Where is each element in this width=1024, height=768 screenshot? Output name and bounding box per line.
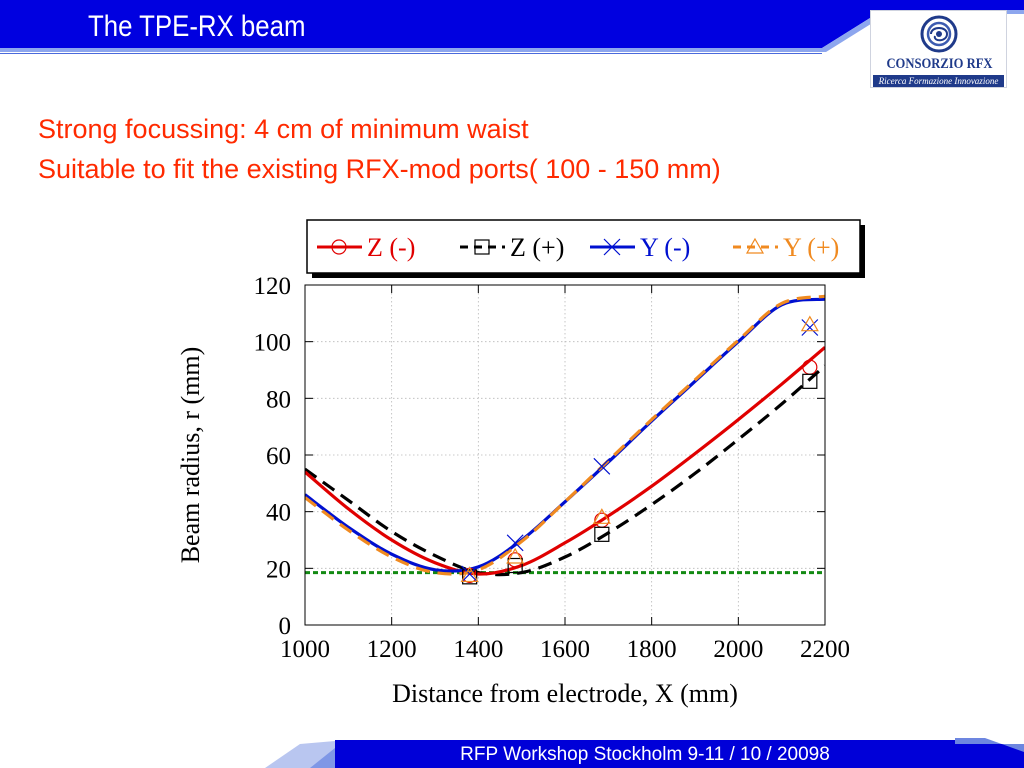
series-line-y-minus: [305, 297, 825, 573]
y-tick-label: 60: [266, 443, 291, 470]
data-point-y-plus: [506, 547, 525, 564]
x-tick-label: 1000: [280, 636, 330, 663]
subtitle-line-2: Suitable to fit the existing RFX-mod por…: [38, 154, 721, 184]
subtitle-line-1: Strong focussing: 4 cm of minimum waist: [38, 114, 529, 144]
legend-swatch-marker: [474, 239, 490, 255]
data-point-y-minus: [506, 534, 524, 552]
y-tick-label: 120: [254, 273, 292, 300]
x-tick-label: 1400: [453, 636, 503, 663]
header-band: [0, 0, 1024, 54]
legend-label: Z (+): [510, 233, 564, 262]
y-tick-label: 80: [266, 386, 291, 413]
y-tick-label: 0: [279, 613, 292, 640]
series-line-z-minus: [305, 346, 825, 576]
logo-name: CONSORZIO RFX: [886, 56, 993, 72]
legend-swatch-marker: [745, 237, 765, 254]
y-tick-label: 100: [254, 330, 292, 357]
x-tick-label: 2000: [713, 636, 763, 663]
beam-radius-chart: 1000 1200 1400 1600 1800 2000 2200 0 20 40 60 80 100…: [176, 219, 865, 708]
y-axis-title: Beam radius, r (mm): [176, 347, 205, 564]
y-tick-label: 40: [266, 500, 291, 527]
data-point-z-plus: [594, 526, 610, 542]
data-point-z-plus: [507, 557, 523, 574]
x-tick-label: 2200: [800, 636, 850, 663]
footer-text: RFP Workshop Stockholm 9-11 / 10 / 20098: [460, 744, 830, 765]
x-tick-label: 1800: [627, 636, 677, 663]
footer-band: [265, 738, 1024, 768]
legend-swatch-marker: [603, 238, 621, 256]
slide-title: The TPE-RX beam: [88, 10, 306, 43]
data-point-y-plus: [592, 508, 611, 524]
legend-label: Y (+): [783, 233, 839, 262]
data-point-y-minus: [801, 319, 819, 336]
consorzio-rfx-swirl-icon: [920, 15, 958, 53]
x-axis-title: Distance from electrode, X (mm): [392, 679, 738, 708]
data-point-y-plus: [800, 315, 819, 332]
x-tick-label: 1200: [367, 636, 417, 663]
legend-label: Z (-): [367, 233, 415, 262]
data-point-y-minus: [593, 457, 611, 475]
data-point-z-plus: [462, 569, 478, 585]
data-point-y-plus: [460, 566, 479, 583]
x-tick-label: 1600: [540, 636, 590, 663]
legend-swatch-marker: [331, 239, 347, 255]
data-point-z-plus: [802, 373, 818, 389]
logo-tagline: Ricerca Formazione Innovazione: [873, 75, 1004, 87]
consorzio-rfx-logo: CONSORZIO RFX Ricerca Formazione Innovaz…: [870, 10, 1007, 88]
plot-frame: [304, 284, 826, 626]
chart-data-layer: [305, 294, 825, 585]
legend-label: Y (-): [640, 233, 690, 262]
series-line-z-plus: [305, 364, 825, 577]
data-point-y-minus: [461, 565, 479, 583]
y-tick-label: 20: [266, 556, 291, 583]
